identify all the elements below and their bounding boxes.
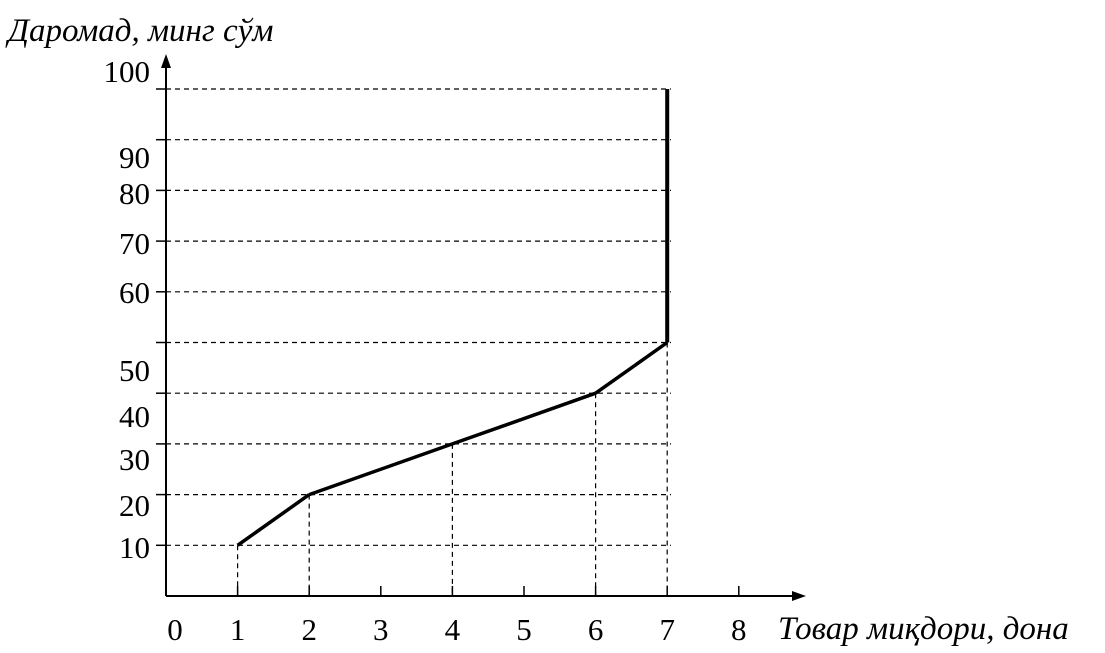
label-layer: Даромад, минг сўм Товар миқдори, дона (5, 13, 1069, 647)
x-tick-label: 8 (731, 612, 747, 647)
y-tick-label: 60 (119, 275, 150, 310)
y-tick-label: 80 (119, 176, 150, 211)
x-axis-arrow-icon (792, 591, 806, 601)
y-tick-label: 70 (119, 226, 150, 261)
x-tick-label: 2 (301, 612, 317, 647)
dropline-layer (238, 343, 668, 597)
y-axis-title: Даромад, минг сўм (5, 13, 273, 49)
x-tick-label: 6 (588, 612, 604, 647)
y-tick-label: 10 (119, 530, 150, 565)
x-tick-label: 7 (659, 612, 675, 647)
series-segment (238, 495, 310, 546)
y-tick-label: 100 (104, 54, 151, 89)
y-tick-label: 90 (119, 140, 150, 175)
series-segment (309, 444, 452, 495)
x-tick-label: 0 (167, 612, 183, 647)
y-axis-arrow-icon (161, 54, 171, 68)
x-tick-label: 5 (516, 612, 532, 647)
x-axis-title: Товар миқдори, дона (778, 611, 1069, 647)
series-segment (452, 393, 595, 444)
series-layer (238, 89, 668, 545)
x-tick-label: 3 (373, 612, 389, 647)
y-tick-label: 40 (119, 399, 150, 434)
x-tick-label: 1 (230, 612, 246, 647)
y-tick-label: 30 (119, 442, 150, 477)
x-tick-label: 4 (445, 612, 461, 647)
axis-layer (161, 54, 806, 601)
series-segment (596, 343, 668, 394)
y-tick-label: 50 (119, 353, 150, 388)
y-tick-label: 20 (119, 488, 150, 523)
